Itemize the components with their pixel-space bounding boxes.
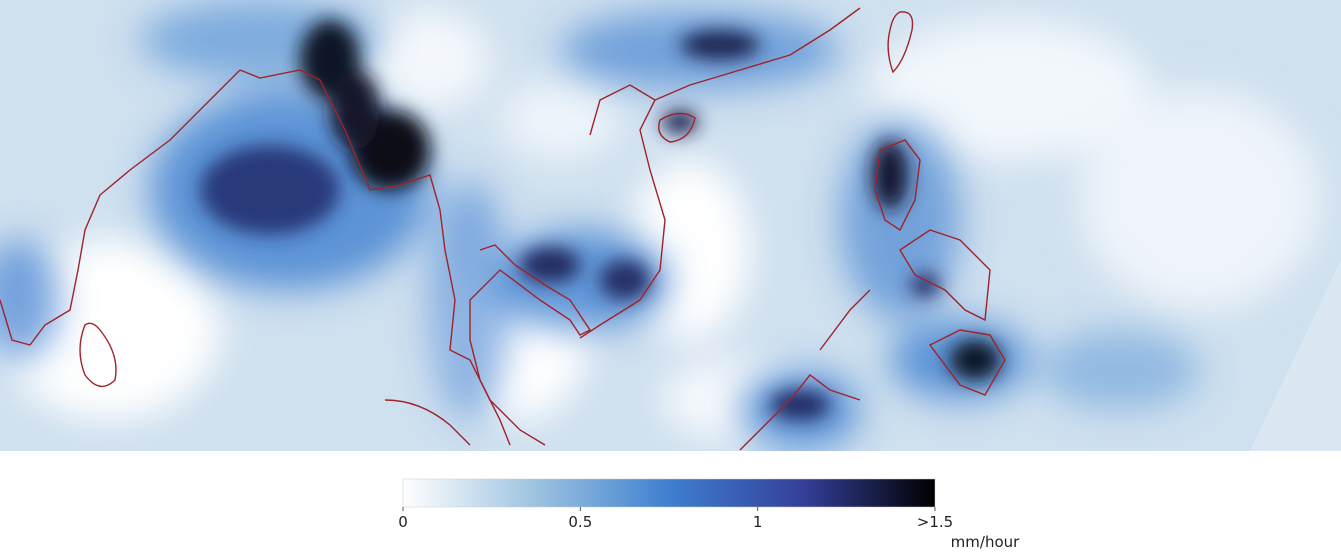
map-area <box>0 0 1341 451</box>
page: {"map": {"colorbar": {"lim": [0, 1.5], "… <box>0 0 1341 553</box>
colorbar-tick-label: 0 <box>398 513 408 531</box>
colorbar-unit: mm/hour <box>951 533 1020 551</box>
colorbar: mm/hour 0 0.5 1 >1.5 <box>398 479 1020 551</box>
colorbar-tick-label: 1 <box>753 513 763 531</box>
colorbar-tick-label: 0.5 <box>568 513 592 531</box>
colorbar-scale <box>403 479 935 507</box>
precipitation-map: mm/hour 0 0.5 1 >1.5 <box>0 0 1341 553</box>
colorbar-tick-label: >1.5 <box>917 513 953 531</box>
